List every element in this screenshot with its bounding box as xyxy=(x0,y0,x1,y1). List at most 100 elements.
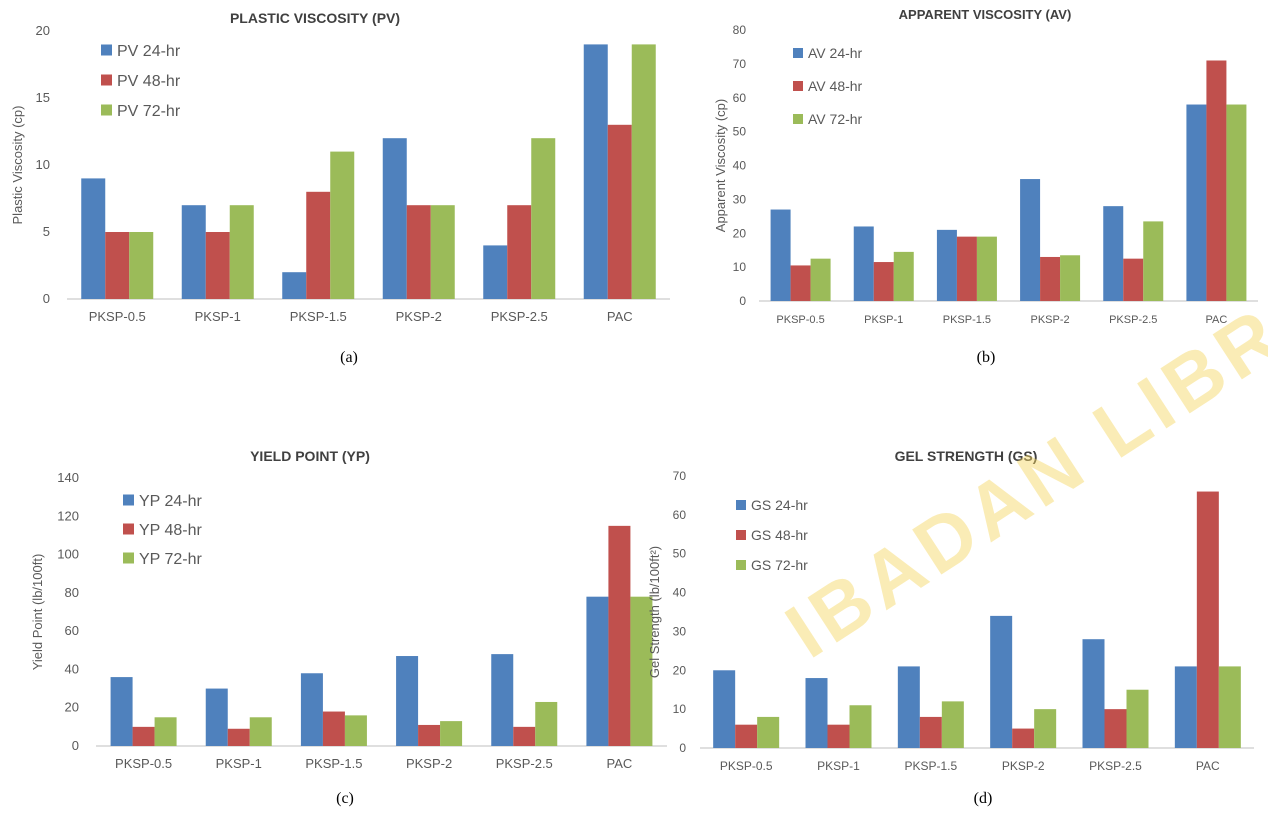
y-tick-label: 50 xyxy=(673,547,687,561)
legend-label: PV 48-hr xyxy=(117,73,181,90)
bar-pksp-2-series-1 xyxy=(382,138,407,299)
x-tick-label: PKSP-2.5 xyxy=(1089,759,1142,773)
panel-caption: (d) xyxy=(974,790,993,807)
bar-pksp-2-series-2 xyxy=(1012,728,1035,748)
y-tick-label: 70 xyxy=(673,469,687,483)
x-tick-label: PKSP-0.5 xyxy=(115,756,172,771)
panel-caption: (a) xyxy=(340,349,358,366)
y-tick-label: 20 xyxy=(36,23,50,38)
chart-title: YIELD POINT (YP) xyxy=(250,448,370,464)
bar-pksp-0_5-series-2 xyxy=(790,265,811,301)
bar-pac-series-2 xyxy=(607,124,632,299)
bar-pksp-1-series-3 xyxy=(849,705,872,748)
bar-pksp-0_5-series-1 xyxy=(110,677,133,746)
bar-pksp-1-series-1 xyxy=(181,205,206,299)
legend-label: GS 24-hr xyxy=(751,497,808,513)
legend-swatch xyxy=(123,552,134,564)
legend-swatch xyxy=(123,494,134,506)
bar-pksp-1-series-2 xyxy=(873,262,894,301)
bar-pksp-2-series-2 xyxy=(406,205,431,299)
bar-pksp-2-series-1 xyxy=(990,615,1013,748)
bar-pksp-1-series-3 xyxy=(249,717,272,746)
bar-pksp-1_5-series-3 xyxy=(976,236,997,301)
bar-pksp-2-series-3 xyxy=(430,205,455,299)
bar-pksp-1_5-series-1 xyxy=(897,666,920,748)
x-tick-label: PKSP-0.5 xyxy=(776,314,824,326)
bar-pksp-1_5-series-3 xyxy=(941,701,964,748)
bar-pksp-2_5-series-1 xyxy=(483,245,508,299)
y-tick-label: 20 xyxy=(733,226,747,240)
legend-swatch xyxy=(736,500,746,510)
bar-pksp-1-series-2 xyxy=(827,724,850,748)
bar-pksp-2_5-series-2 xyxy=(1104,709,1127,748)
y-tick-label: 100 xyxy=(57,547,79,562)
bar-pksp-2-series-2 xyxy=(1040,256,1061,301)
x-tick-label: PKSP-2.5 xyxy=(1109,314,1157,326)
bar-pac-series-3 xyxy=(1218,666,1241,748)
legend-label: YP 72-hr xyxy=(139,551,203,568)
x-tick-label: PKSP-1 xyxy=(195,309,241,324)
legend-swatch xyxy=(101,104,112,116)
legend-label: PV 72-hr xyxy=(117,103,181,120)
bar-pksp-1_5-series-1 xyxy=(282,272,307,299)
bar-pksp-2_5-series-1 xyxy=(1103,206,1124,301)
legend-label: AV 24-hr xyxy=(808,45,863,61)
y-tick-label: 80 xyxy=(65,585,79,600)
y-tick-label: 50 xyxy=(733,125,747,139)
bar-pksp-1_5-series-2 xyxy=(919,716,942,748)
bar-pksp-2_5-series-3 xyxy=(535,701,558,746)
y-tick-label: 30 xyxy=(673,624,687,638)
legend-label: YP 48-hr xyxy=(139,522,203,539)
x-tick-label: PKSP-2.5 xyxy=(491,309,548,324)
bar-pksp-2_5-series-3 xyxy=(531,138,556,299)
bar-pksp-0_5-series-2 xyxy=(105,232,130,299)
bar-pksp-1-series-3 xyxy=(893,251,914,301)
panel-caption: (b) xyxy=(977,349,996,366)
x-tick-label: PKSP-1.5 xyxy=(290,309,347,324)
legend-label: PV 24-hr xyxy=(117,43,181,60)
y-tick-label: 0 xyxy=(679,741,686,755)
x-tick-label: PKSP-2 xyxy=(1002,759,1045,773)
chart-title: GEL STRENGTH (GS) xyxy=(895,448,1038,464)
bar-pksp-1-series-1 xyxy=(805,678,828,748)
bar-pac-series-1 xyxy=(1174,666,1197,748)
bar-pac-series-2 xyxy=(1206,60,1227,301)
bar-pksp-1_5-series-2 xyxy=(956,236,977,301)
bar-pac-series-3 xyxy=(1226,104,1247,302)
bar-pksp-1-series-3 xyxy=(229,205,254,299)
y-tick-label: 60 xyxy=(733,91,747,105)
bar-pksp-1-series-2 xyxy=(227,728,250,746)
bar-pksp-0_5-series-2 xyxy=(132,726,155,746)
bar-pac-series-1 xyxy=(583,44,608,300)
bar-pksp-2_5-series-3 xyxy=(1126,689,1149,748)
legend-label: GS 72-hr xyxy=(751,557,808,573)
bar-pac-series-3 xyxy=(631,44,656,300)
bar-pksp-1-series-1 xyxy=(853,226,874,301)
bar-pksp-1_5-series-1 xyxy=(300,673,323,746)
bar-pac-series-3 xyxy=(630,596,653,746)
y-tick-label: 0 xyxy=(72,738,79,753)
legend-swatch xyxy=(101,74,112,86)
legend-swatch xyxy=(793,48,803,58)
x-tick-label: PKSP-1.5 xyxy=(904,759,957,773)
x-tick-label: PKSP-1 xyxy=(817,759,860,773)
legend-swatch xyxy=(123,523,134,535)
bar-pksp-0_5-series-2 xyxy=(735,724,758,748)
x-tick-label: PKSP-1 xyxy=(864,314,903,326)
legend-swatch xyxy=(793,114,803,124)
legend-swatch xyxy=(736,560,746,570)
bar-pksp-1_5-series-2 xyxy=(306,191,331,299)
x-tick-label: PAC xyxy=(1196,759,1220,773)
bar-pksp-2-series-3 xyxy=(1034,709,1057,748)
legend-swatch xyxy=(736,530,746,540)
x-tick-label: PKSP-2 xyxy=(396,309,442,324)
bar-pksp-0_5-series-1 xyxy=(770,209,791,301)
x-tick-label: PKSP-2 xyxy=(406,756,452,771)
y-tick-label: 20 xyxy=(673,663,687,677)
panel-caption: (c) xyxy=(336,790,354,807)
y-tick-label: 60 xyxy=(65,623,79,638)
bar-pksp-2-series-1 xyxy=(396,656,419,746)
bar-pksp-2_5-series-2 xyxy=(507,205,532,299)
bar-pksp-0_5-series-1 xyxy=(81,178,106,299)
